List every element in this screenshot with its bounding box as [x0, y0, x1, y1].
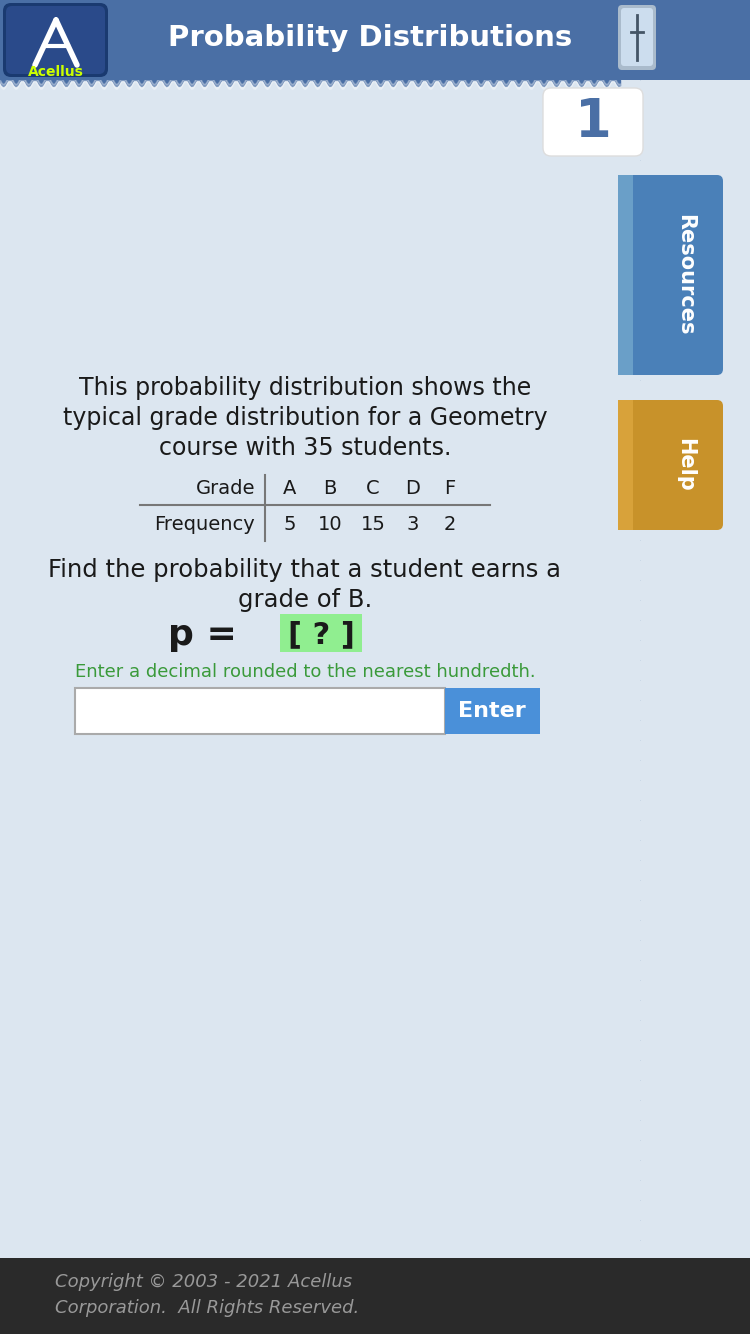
Text: Enter a decimal rounded to the nearest hundredth.: Enter a decimal rounded to the nearest h…	[75, 663, 536, 680]
FancyBboxPatch shape	[618, 5, 656, 69]
Text: D: D	[406, 479, 421, 499]
Text: grade of B.: grade of B.	[238, 588, 372, 612]
Text: course with 35 students.: course with 35 students.	[159, 436, 452, 460]
Text: Help: Help	[675, 438, 695, 492]
Text: Grade: Grade	[196, 479, 255, 499]
Text: 1: 1	[574, 96, 611, 148]
Text: C: C	[366, 479, 380, 499]
Text: 10: 10	[318, 515, 342, 535]
Text: 2: 2	[444, 515, 456, 535]
Text: Enter: Enter	[458, 700, 526, 720]
Text: [ ? ]: [ ? ]	[287, 620, 355, 650]
FancyBboxPatch shape	[618, 175, 723, 375]
Text: 15: 15	[361, 515, 386, 535]
Text: F: F	[444, 479, 455, 499]
Bar	[618, 400, 633, 530]
Bar	[618, 175, 633, 375]
Bar	[445, 688, 540, 734]
Text: Acellus: Acellus	[28, 65, 84, 79]
Text: A: A	[284, 479, 297, 499]
Text: Copyright © 2003 - 2021 Acellus: Copyright © 2003 - 2021 Acellus	[55, 1273, 352, 1291]
Text: p =: p =	[169, 618, 250, 652]
Text: 5: 5	[284, 515, 296, 535]
Text: 3: 3	[406, 515, 419, 535]
FancyBboxPatch shape	[621, 8, 653, 65]
FancyBboxPatch shape	[543, 88, 643, 156]
FancyBboxPatch shape	[3, 3, 108, 77]
Text: typical grade distribution for a Geometry: typical grade distribution for a Geometr…	[63, 406, 548, 430]
FancyBboxPatch shape	[6, 5, 105, 73]
Bar	[0, 80, 640, 1255]
Bar	[0, 0, 750, 80]
FancyBboxPatch shape	[618, 400, 723, 530]
Bar	[280, 614, 362, 652]
Text: Frequency: Frequency	[154, 515, 255, 535]
Bar	[75, 688, 445, 734]
Text: This probability distribution shows the: This probability distribution shows the	[79, 376, 531, 400]
Text: Find the probability that a student earns a: Find the probability that a student earn…	[49, 558, 562, 582]
Text: Resources: Resources	[675, 215, 695, 336]
Text: Corporation.  All Rights Reserved.: Corporation. All Rights Reserved.	[55, 1299, 359, 1317]
Bar	[0, 1258, 750, 1334]
Text: B: B	[323, 479, 337, 499]
Text: Probability Distributions: Probability Distributions	[168, 24, 572, 52]
